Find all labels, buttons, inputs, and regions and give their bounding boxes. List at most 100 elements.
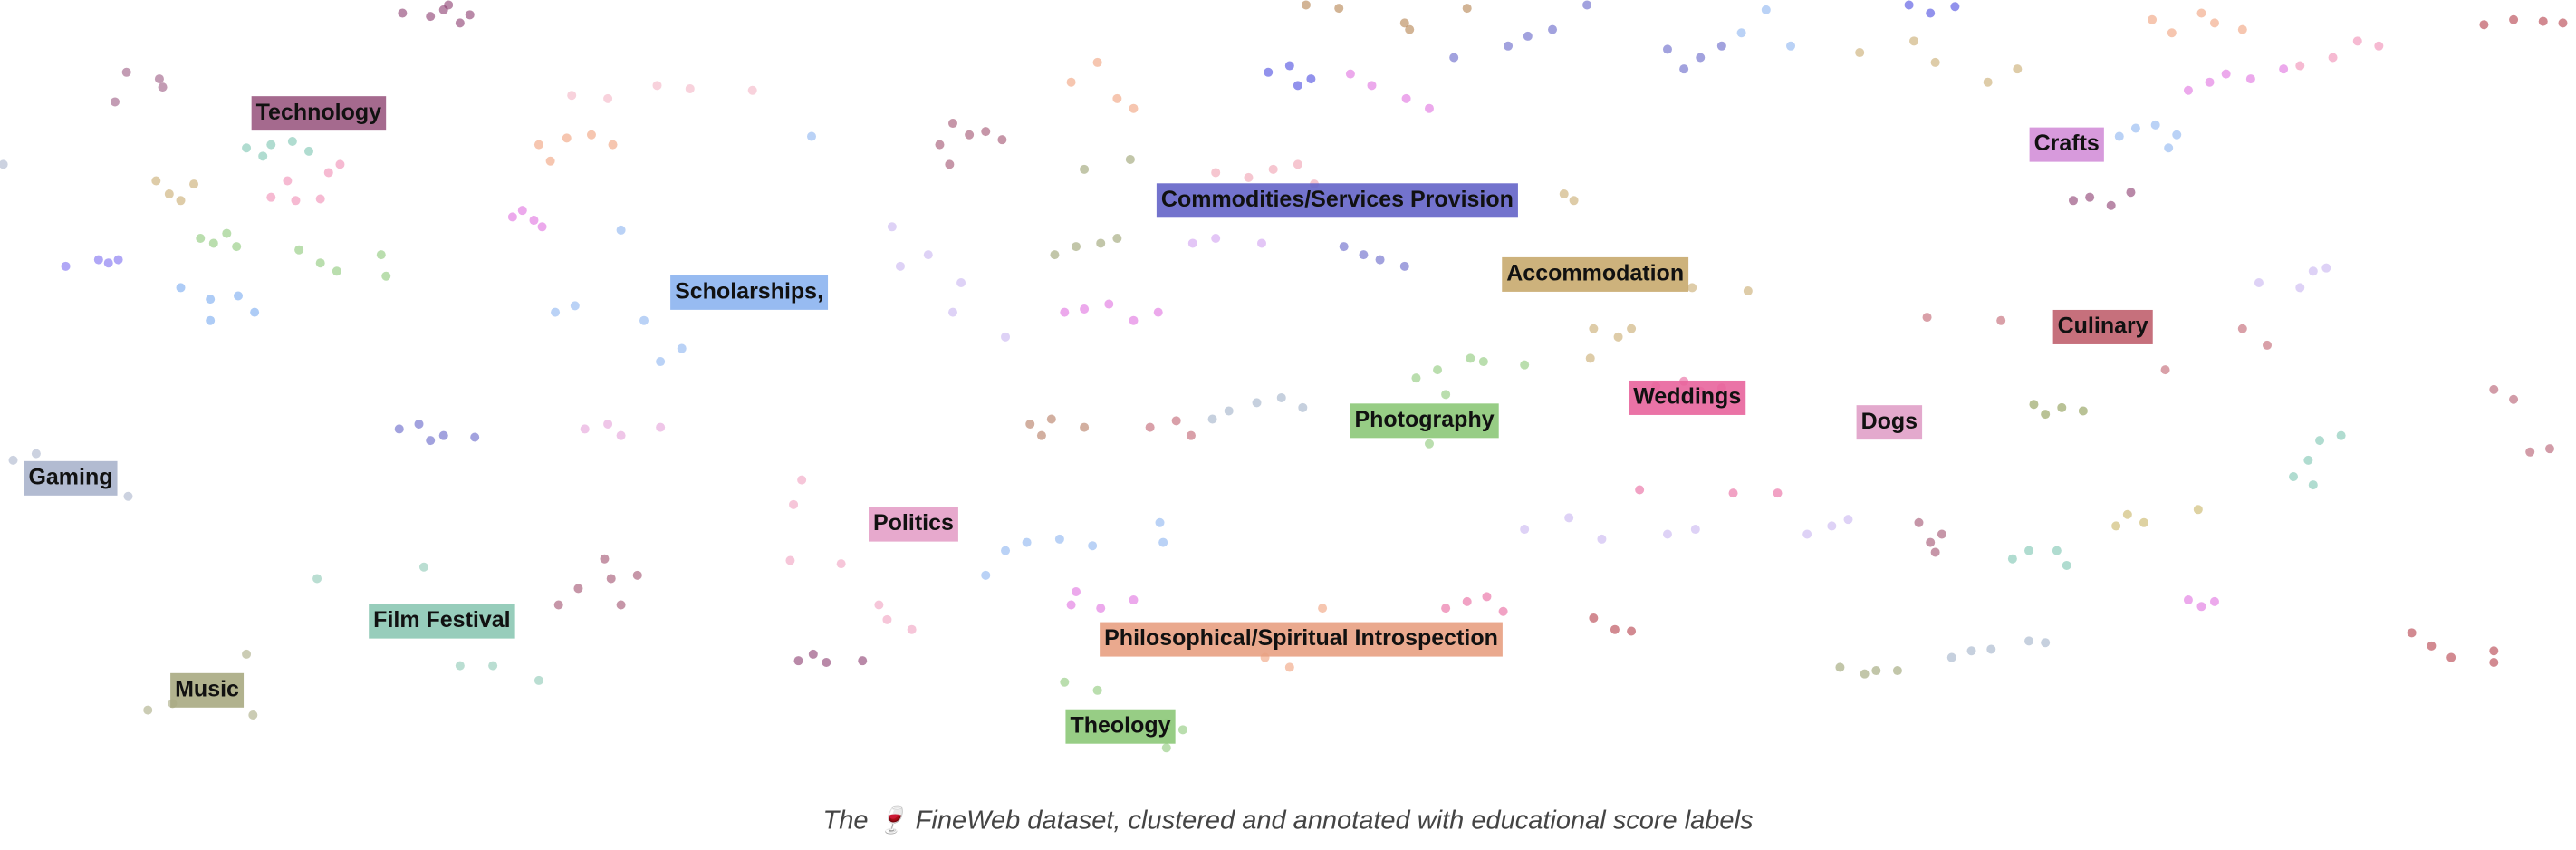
label-box (1065, 709, 1176, 744)
point (2024, 636, 2034, 646)
point (1046, 414, 1056, 424)
point (947, 307, 957, 317)
point (1937, 529, 1946, 539)
point (608, 140, 618, 150)
point (113, 255, 123, 265)
point (2062, 560, 2071, 570)
point (1072, 586, 1081, 596)
point (1871, 666, 1881, 676)
point (381, 271, 391, 281)
point (616, 600, 626, 610)
point (1072, 242, 1081, 252)
point (822, 657, 831, 667)
point (1112, 93, 1122, 103)
point (1401, 93, 1411, 103)
label-text: Dogs (1861, 409, 1918, 434)
point (562, 133, 572, 143)
point (570, 301, 580, 311)
point (1405, 24, 1415, 34)
point (1983, 77, 1993, 87)
label-box (1502, 256, 1689, 292)
point (444, 0, 454, 10)
cluster-label: Crafts (2029, 127, 2104, 162)
point (537, 222, 547, 232)
point (1687, 283, 1697, 293)
point (1001, 332, 1011, 342)
point (1256, 238, 1266, 248)
point (895, 261, 905, 271)
point (176, 283, 186, 293)
point (103, 258, 113, 268)
point (1441, 604, 1451, 613)
point (2295, 61, 2305, 71)
cluster-label: Politics (868, 507, 958, 542)
point (291, 196, 301, 206)
label-box (670, 275, 829, 310)
point (1399, 261, 1409, 271)
point (945, 159, 955, 169)
label-text: Theology (1070, 712, 1170, 738)
point (2160, 365, 2170, 375)
point (303, 146, 313, 156)
point (2544, 444, 2554, 454)
point (31, 449, 41, 459)
point (2321, 263, 2331, 273)
point (1986, 644, 1996, 654)
point (323, 168, 333, 178)
point (2172, 130, 2182, 140)
point (1125, 154, 1135, 164)
point (0, 159, 8, 169)
point (2085, 192, 2095, 202)
point (2052, 546, 2062, 555)
point (93, 255, 103, 265)
point (573, 584, 583, 594)
point (1158, 537, 1168, 547)
point (2196, 8, 2206, 18)
cluster-label: Music (170, 672, 245, 708)
point (1276, 392, 1286, 402)
point (616, 430, 626, 440)
point (1930, 547, 1940, 557)
point (426, 436, 436, 446)
point (997, 135, 1007, 145)
point (836, 559, 846, 569)
point (1399, 18, 1409, 28)
label-box (369, 604, 515, 639)
point (196, 234, 206, 244)
point (1411, 373, 1421, 383)
point (606, 574, 616, 584)
cluster-label: Scholarships, (670, 275, 829, 310)
point (1129, 595, 1139, 605)
point (923, 250, 933, 260)
point (1066, 77, 1076, 87)
point (110, 97, 120, 107)
point (398, 8, 408, 18)
point (2183, 85, 2193, 95)
point (1036, 430, 1046, 440)
point (1187, 238, 1197, 248)
point (394, 424, 404, 434)
point (1610, 624, 1620, 634)
point (1112, 234, 1122, 244)
point (1264, 67, 1274, 77)
point (935, 140, 945, 150)
point (2057, 402, 2067, 412)
point (2538, 16, 2548, 26)
point (1375, 255, 1385, 265)
label-box (1100, 622, 1503, 657)
point (2263, 340, 2273, 350)
point (1843, 515, 1853, 525)
point (248, 710, 258, 720)
point (533, 140, 543, 150)
point (143, 705, 153, 715)
point (1284, 662, 1294, 672)
point (2221, 69, 2231, 79)
point (208, 238, 218, 248)
label-text: Photography (1354, 407, 1494, 432)
point (315, 194, 325, 204)
point (1339, 242, 1349, 252)
label-text: Film Festival (373, 607, 510, 633)
point (656, 422, 666, 432)
point (1462, 4, 1472, 14)
point (1171, 416, 1181, 426)
